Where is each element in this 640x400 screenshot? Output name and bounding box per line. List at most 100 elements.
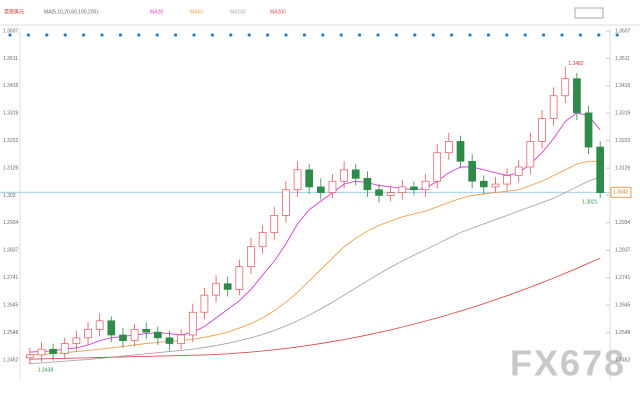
candle-body bbox=[49, 348, 57, 354]
candle-body bbox=[375, 189, 383, 196]
event-dot bbox=[210, 33, 214, 37]
event-dot bbox=[118, 33, 122, 37]
candle-body bbox=[491, 183, 500, 188]
event-dot bbox=[100, 33, 104, 37]
y-tick-label: 1.3415 bbox=[3, 83, 19, 89]
event-dot bbox=[486, 33, 490, 37]
candle-body bbox=[60, 343, 69, 354]
candle-body bbox=[177, 334, 185, 344]
candle-body bbox=[514, 166, 523, 176]
candle-body bbox=[526, 140, 535, 168]
menu-button[interactable] bbox=[574, 7, 604, 19]
event-dot bbox=[284, 33, 288, 37]
candle-body bbox=[247, 246, 255, 268]
high-annotation: 1.3482 bbox=[568, 61, 584, 67]
legend-entry: MA20 bbox=[150, 9, 163, 15]
candle-body bbox=[503, 175, 511, 185]
legend-entry: MA60 bbox=[190, 9, 203, 15]
event-dot bbox=[155, 33, 159, 37]
ma-line bbox=[29, 257, 601, 360]
y-tick-label-right: 1.2837 bbox=[615, 248, 631, 254]
event-dot bbox=[505, 33, 509, 37]
candle-body bbox=[282, 189, 290, 216]
y-tick-label-right: 1.2452 bbox=[615, 357, 631, 363]
y-tick-label: 1.3222 bbox=[3, 138, 19, 144]
candle-body bbox=[305, 169, 314, 188]
candle-body bbox=[561, 78, 570, 97]
candle-body bbox=[37, 348, 46, 356]
event-dot bbox=[542, 33, 546, 37]
candle-body bbox=[596, 146, 605, 193]
y-tick-label: 1.2741 bbox=[3, 275, 19, 281]
candle-body bbox=[142, 328, 151, 333]
y-tick-label: 1.2452 bbox=[3, 357, 19, 363]
event-dot bbox=[450, 33, 454, 37]
legend-entry: MA100 bbox=[230, 9, 246, 15]
y-tick-label: 1.303 bbox=[3, 193, 16, 199]
current-price-box bbox=[610, 186, 632, 198]
event-dot bbox=[82, 33, 86, 37]
ma-line bbox=[29, 160, 601, 356]
event-dot bbox=[174, 33, 178, 37]
candle-body bbox=[107, 320, 116, 336]
y-tick-label: 1.3319 bbox=[3, 110, 19, 116]
y-tick-label-right: 1.3607 bbox=[615, 28, 631, 34]
legend-entry: MA200 bbox=[270, 9, 286, 15]
event-dot bbox=[431, 33, 435, 37]
event-dot bbox=[45, 33, 49, 37]
candle-body bbox=[235, 266, 244, 290]
candle-body bbox=[293, 169, 302, 191]
candle-body bbox=[386, 192, 395, 196]
chart-subtitle: MA(5,10,20,60,100,200) bbox=[44, 9, 98, 15]
candle-body bbox=[72, 337, 81, 344]
y-tick-label: 1.2934 bbox=[3, 220, 19, 226]
low-annotation: 1.2438 bbox=[38, 367, 54, 373]
event-dot bbox=[394, 33, 398, 37]
candle-body bbox=[212, 283, 220, 296]
current-price-label: 1.3041 bbox=[613, 190, 629, 196]
y-tick-label-right: 1.2645 bbox=[615, 302, 631, 308]
y-tick-label: 1.3607 bbox=[3, 28, 19, 34]
event-dot bbox=[339, 33, 343, 37]
candle-body bbox=[316, 186, 325, 193]
candle-body bbox=[340, 169, 348, 182]
event-dot bbox=[358, 33, 362, 37]
candle-body bbox=[398, 186, 407, 193]
candle-body bbox=[119, 334, 127, 342]
candle-body bbox=[25, 354, 34, 359]
event-dot bbox=[597, 33, 601, 37]
candle-body bbox=[270, 215, 279, 233]
y-tick-label-right: 1.3511 bbox=[615, 56, 630, 62]
y-tick-label-right: 1.2934 bbox=[615, 220, 631, 226]
event-dot bbox=[63, 33, 67, 37]
y-tick-label-right: 1.3126 bbox=[615, 165, 631, 171]
candle-body bbox=[433, 152, 442, 182]
watermark: FX678 bbox=[510, 343, 626, 384]
candle-body bbox=[84, 328, 92, 339]
event-dot bbox=[413, 33, 417, 37]
candle-body bbox=[328, 180, 337, 193]
y-tick-label: 1.2645 bbox=[3, 302, 19, 308]
candle-body bbox=[468, 160, 476, 182]
candle-body bbox=[188, 311, 197, 336]
candle-body bbox=[445, 140, 453, 154]
y-tick-label: 1.2837 bbox=[3, 248, 19, 254]
candle-body bbox=[421, 180, 430, 191]
candle-body bbox=[258, 232, 267, 248]
event-dot bbox=[26, 33, 30, 37]
event-dot bbox=[578, 33, 583, 37]
y-tick-label-right: 1.2548 bbox=[615, 330, 631, 336]
ma-line bbox=[29, 176, 601, 364]
y-tick-label: 1.2548 bbox=[3, 330, 19, 336]
event-dot bbox=[229, 33, 233, 37]
y-tick-label-right: 1.2741 bbox=[615, 275, 631, 281]
chart-title: 英镑美元 bbox=[4, 8, 24, 15]
candle-body bbox=[573, 78, 581, 114]
candle-body bbox=[351, 169, 360, 179]
candle-body bbox=[95, 320, 104, 330]
candle-body bbox=[165, 337, 174, 344]
y-tick-label: 1.3511 bbox=[3, 56, 18, 62]
